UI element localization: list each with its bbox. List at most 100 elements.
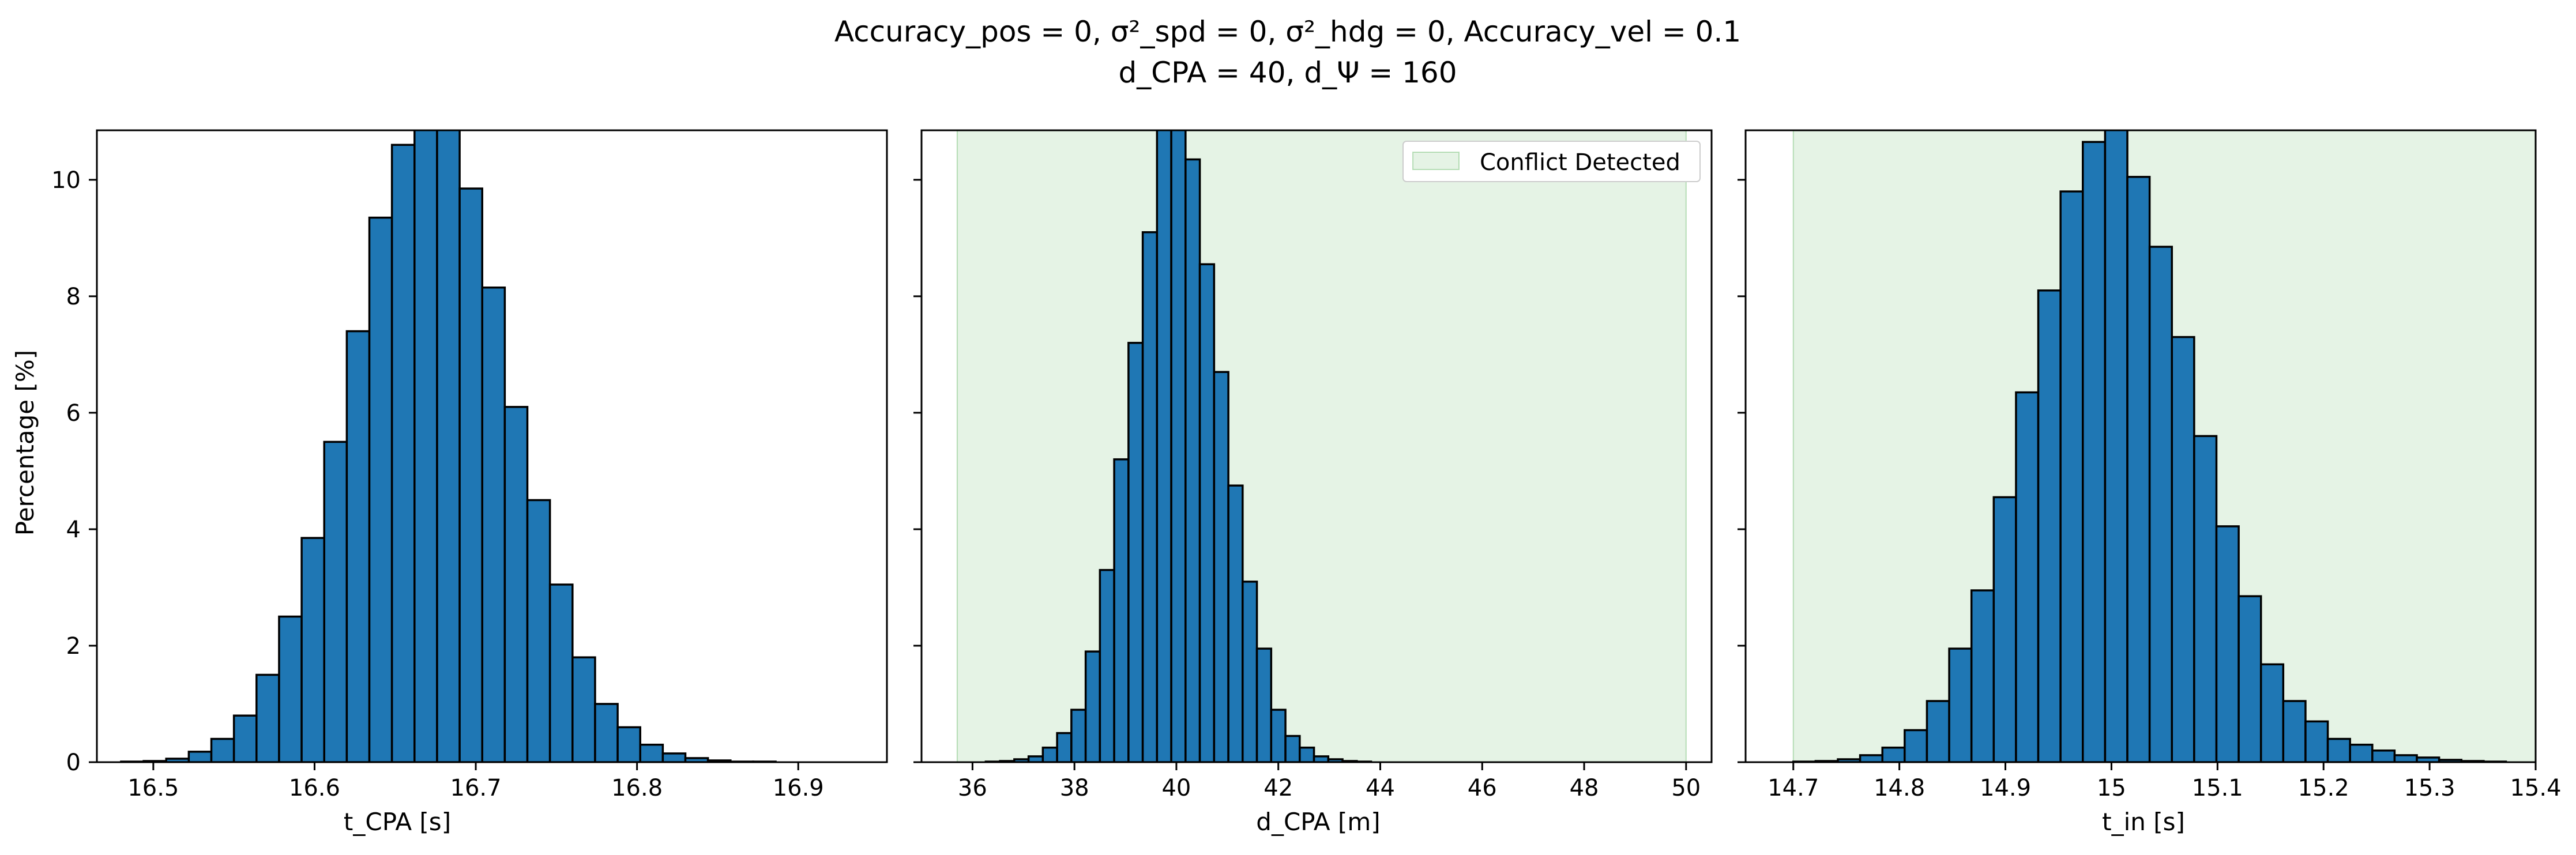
y-tick-label: 4 xyxy=(66,517,81,543)
axes-frame xyxy=(1744,129,2537,763)
x-tick-label: 46 xyxy=(1468,775,1497,801)
x-tick-label: 42 xyxy=(1263,775,1293,801)
histogram-bar xyxy=(1970,589,1995,762)
histogram-bar xyxy=(2015,391,2040,762)
histogram-bar xyxy=(1198,263,1216,762)
histogram-bar xyxy=(503,406,529,762)
y-tick-label: 6 xyxy=(66,400,81,427)
conflict-detected-region xyxy=(956,130,1687,762)
x-axis-label-right: t_in [s] xyxy=(2102,808,2185,836)
histogram-bar xyxy=(232,714,258,762)
y-tick-label: 0 xyxy=(66,749,81,776)
x-tick-label: 14.7 xyxy=(1768,775,1819,801)
x-tick-label: 16.8 xyxy=(611,775,663,801)
x-tick-label: 40 xyxy=(1161,775,1191,801)
histogram-bar xyxy=(1113,458,1130,762)
histogram-bar xyxy=(2148,246,2173,762)
histogram-bar xyxy=(1299,746,1315,762)
panel-right-histogram: 14.7 14.8 14.9 15 15.1 15.2 15.3 15.4 xyxy=(1738,129,2562,801)
histogram-bar xyxy=(1859,754,1883,762)
histogram-bar xyxy=(1284,735,1301,762)
histogram-bar xyxy=(2171,336,2195,762)
histogram-bar xyxy=(2193,435,2218,762)
histogram-bar xyxy=(481,286,506,762)
x-tick-label: 15.2 xyxy=(2298,775,2349,801)
histogram-bar xyxy=(2304,720,2329,762)
histogram-bars xyxy=(1792,130,2507,762)
histogram-bar xyxy=(1242,581,1258,762)
x-tick-label: 14.9 xyxy=(1980,775,2031,801)
histogram-bar xyxy=(255,673,280,762)
histogram-bar xyxy=(1141,231,1159,762)
y-tick-label: 10 xyxy=(51,167,81,194)
x-tick-label: 38 xyxy=(1060,775,1089,801)
x-tick-label: 44 xyxy=(1366,775,1395,801)
histogram-bar xyxy=(526,499,551,762)
title-line2: d_CPA = 40, d_Ψ = 160 xyxy=(1118,56,1457,89)
histogram-bar xyxy=(2259,663,2285,762)
histogram-bar xyxy=(2082,141,2107,762)
legend-swatch xyxy=(1412,152,1460,170)
histogram-bars xyxy=(120,130,777,762)
histogram-bar xyxy=(1255,647,1273,762)
histogram-bar xyxy=(1127,341,1144,762)
histogram-bar xyxy=(1099,568,1115,762)
histogram-bar xyxy=(1084,650,1101,762)
histogram-bar xyxy=(1213,371,1229,762)
histogram-bar xyxy=(458,187,483,762)
histogram-bar xyxy=(661,752,687,762)
axes-frame xyxy=(96,129,888,763)
histogram-bar xyxy=(1027,755,1044,762)
histogram-bar xyxy=(390,144,416,762)
histogram-bar xyxy=(1992,496,2017,762)
x-tick-label: 50 xyxy=(1671,775,1701,801)
x-tick-label: 15.1 xyxy=(2192,775,2243,801)
legend-label: Conflict Detected xyxy=(1480,149,1680,176)
histogram-bar xyxy=(1948,647,1973,762)
histogram-bar xyxy=(2282,700,2307,762)
histogram-bar xyxy=(639,743,664,762)
histogram-bar xyxy=(594,703,619,762)
histogram-bar xyxy=(2393,754,2418,762)
histogram-bar xyxy=(2126,176,2151,762)
x-tick-label: 36 xyxy=(958,775,987,801)
histogram-bar xyxy=(548,583,574,762)
histogram-bar xyxy=(1056,732,1073,762)
histogram-bar xyxy=(1904,729,1928,762)
histogram-bar xyxy=(210,737,235,762)
histogram-bar xyxy=(1227,484,1244,762)
histogram-bar xyxy=(2037,289,2062,762)
histogram-bar xyxy=(1070,709,1087,762)
x-tick-label: 16.9 xyxy=(773,775,824,801)
y-axis-label: Percentage [%] xyxy=(11,350,39,536)
x-tick-label: 15.4 xyxy=(2510,775,2561,801)
x-tick-label: 16.6 xyxy=(289,775,340,801)
histogram-bar xyxy=(368,216,393,762)
histogram-bar xyxy=(300,537,325,762)
title-line1: Accuracy_pos = 0, σ²_spd = 0, σ²_hdg = 0… xyxy=(834,15,1741,48)
histogram-bar xyxy=(1041,746,1058,762)
histogram-bar xyxy=(2326,737,2351,762)
histogram-bar xyxy=(2215,525,2240,762)
histogram-bar xyxy=(278,615,303,762)
histogram-bar xyxy=(2104,130,2129,762)
x-tick-label: 48 xyxy=(1570,775,1599,801)
histogram-bar xyxy=(323,440,348,762)
legend: Conflict Detected xyxy=(1402,141,1701,182)
y-tick-label: 8 xyxy=(66,284,81,310)
histogram-bar xyxy=(616,726,641,762)
histogram-bars xyxy=(984,130,1372,762)
y-tick-label: 2 xyxy=(66,633,81,660)
histogram-bar xyxy=(571,656,596,762)
histogram-bar xyxy=(2349,743,2374,762)
axes-frame xyxy=(920,129,1713,763)
histogram-bar xyxy=(1156,130,1172,762)
histogram-bar xyxy=(1170,130,1187,762)
x-tick-label: 15 xyxy=(2097,775,2126,801)
x-axis-label-middle: d_CPA [m] xyxy=(1256,808,1380,836)
figure-title: Accuracy_pos = 0, σ²_spd = 0, σ²_hdg = 0… xyxy=(834,15,1741,89)
x-axis-label-left: t_CPA [s] xyxy=(344,808,451,836)
histogram-bar xyxy=(1881,746,1906,762)
